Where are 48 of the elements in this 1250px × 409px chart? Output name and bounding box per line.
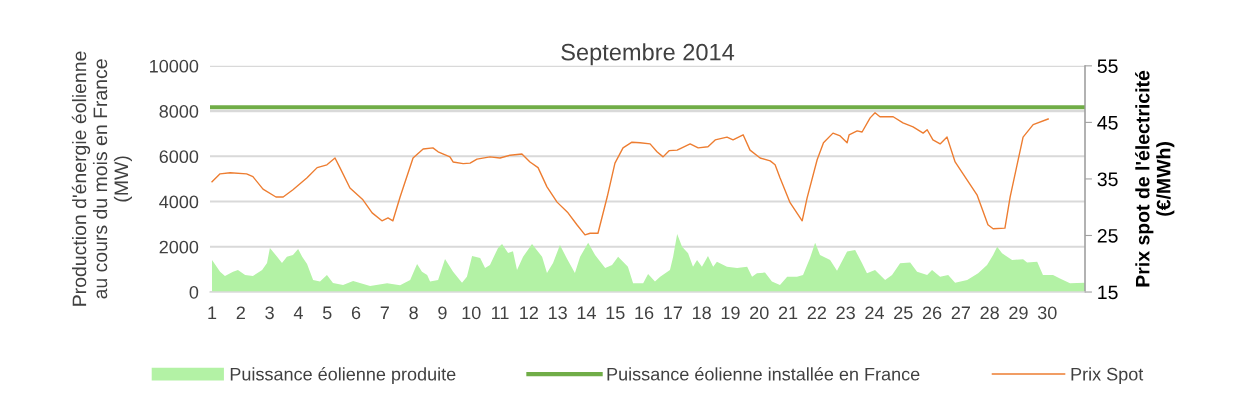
x-tick-label: 11	[492, 306, 509, 319]
x-tick-label: 5	[322, 306, 332, 320]
x-tick-label: 22	[807, 306, 826, 319]
y-tick-label: 8000	[159, 105, 199, 118]
y2-tick-label: 55	[1097, 59, 1118, 74]
y-axis-title: Production d'énergie éolienne au cours du mois en France (MW)	[71, 51, 133, 306]
y-tick-label: 4000	[159, 195, 199, 209]
y-tick-label: 2000	[159, 240, 199, 254]
x-tick-label: 15	[606, 306, 625, 320]
x-tick-label: 20	[750, 306, 769, 320]
y-tick-label: 6000	[159, 150, 199, 164]
x-tick-label: 17	[664, 306, 682, 319]
x-tick-label: 30	[1037, 306, 1057, 320]
x-tick-label: 6	[351, 306, 361, 320]
y2-tick-label: 45	[1097, 116, 1118, 130]
y2-tick-label: 15	[1098, 285, 1118, 300]
x-tick-label: 2	[236, 306, 245, 319]
x-tick-label: 13	[548, 306, 567, 320]
y-tick-label: 10000	[150, 59, 199, 73]
legend-label: Puissance éolienne installée en France	[607, 367, 920, 381]
x-tick-label: 12	[520, 306, 538, 319]
legend-label: Prix Spot	[1071, 367, 1144, 385]
x-tick-label: 10	[462, 306, 481, 320]
legend-label: Puissance éolienne produite	[230, 367, 456, 385]
x-tick-label: 26	[922, 306, 942, 320]
y2-axis-title: Prix spot de l'électricité (€/MWh)	[1135, 70, 1175, 287]
line-series	[211, 112, 1049, 236]
x-tick-label: 21	[778, 306, 798, 319]
x-tick-label: 16	[635, 306, 654, 320]
x-tick-label: 7	[380, 306, 389, 319]
y-tick-label: 0	[189, 285, 199, 299]
x-tick-label: 28	[980, 306, 999, 320]
chart-title: Septembre 2014	[561, 43, 735, 66]
y2-tick-label: 35	[1097, 172, 1118, 187]
x-tick-label: 4	[293, 306, 303, 319]
x-tick-label: 9	[438, 306, 447, 320]
x-tick-label: 27	[951, 306, 970, 319]
x-tick-label: 25	[894, 306, 913, 320]
x-tick-label: 3	[265, 306, 274, 320]
x-tick-label: 18	[692, 306, 711, 320]
x-tick-label: 19	[721, 306, 740, 320]
x-tick-label: 23	[836, 306, 855, 320]
x-tick-label: 1	[208, 306, 217, 319]
x-tick-label: 24	[865, 306, 884, 319]
x-tick-label: 29	[1009, 306, 1028, 320]
x-tick-label: 8	[409, 306, 418, 320]
x-tick-label: 14	[577, 306, 596, 319]
y2-tick-label: 25	[1097, 228, 1118, 243]
